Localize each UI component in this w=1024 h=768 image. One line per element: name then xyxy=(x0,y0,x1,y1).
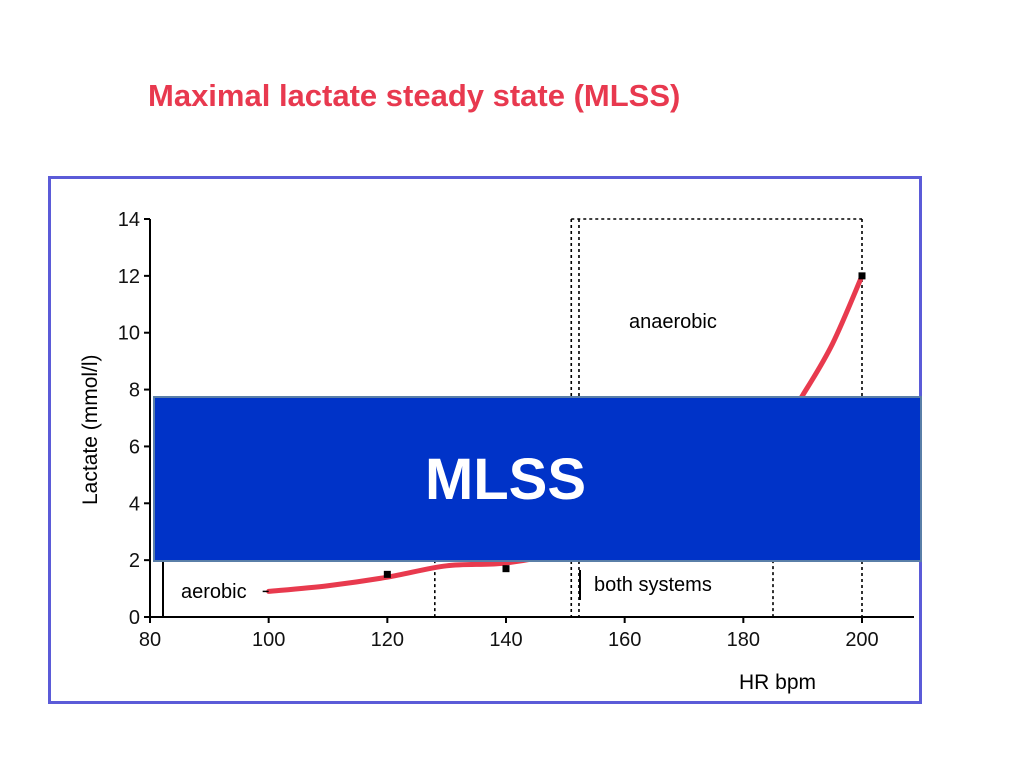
annotation-both-systems: both systems xyxy=(594,574,712,596)
data-point-marker xyxy=(502,565,510,573)
slide-title: Maximal lactate steady state (MLSS) xyxy=(148,78,681,113)
y-tick-label: 12 xyxy=(118,266,140,288)
marker-layer xyxy=(383,272,866,578)
x-tick-label: 140 xyxy=(489,629,522,651)
axes xyxy=(149,219,914,618)
y-tick-label: 2 xyxy=(129,550,140,572)
data-point-marker xyxy=(858,272,866,280)
annotation-aerobic: aerobic xyxy=(181,581,247,603)
y-axis-title: Lactate (mmol/l) xyxy=(79,354,102,505)
x-tick-label: 160 xyxy=(608,629,641,651)
y-tick-label: 8 xyxy=(129,380,140,402)
mlss-overlay-box: MLSS xyxy=(153,396,922,562)
mlss-label: MLSS xyxy=(424,446,587,512)
data-point-marker xyxy=(383,570,391,578)
x-tick-label: 80 xyxy=(139,629,161,651)
ticks: 0 2 4 6 8 10 12 14 80 100 120 140 160 180 200 xyxy=(118,209,879,651)
x-tick-label: 180 xyxy=(727,629,760,651)
y-tick-label: 10 xyxy=(118,323,140,345)
y-tick-label: 4 xyxy=(129,493,140,515)
x-tick-label: 100 xyxy=(252,629,285,651)
annotation-anaerobic: anaerobic xyxy=(629,311,717,333)
y-tick-label: 14 xyxy=(118,209,140,231)
y-tick-label: 6 xyxy=(129,436,140,458)
x-tick-label: 120 xyxy=(371,629,404,651)
y-tick-label: 0 xyxy=(129,607,140,629)
x-axis-title: HR bpm xyxy=(739,671,816,694)
x-tick-label: 200 xyxy=(845,629,878,651)
